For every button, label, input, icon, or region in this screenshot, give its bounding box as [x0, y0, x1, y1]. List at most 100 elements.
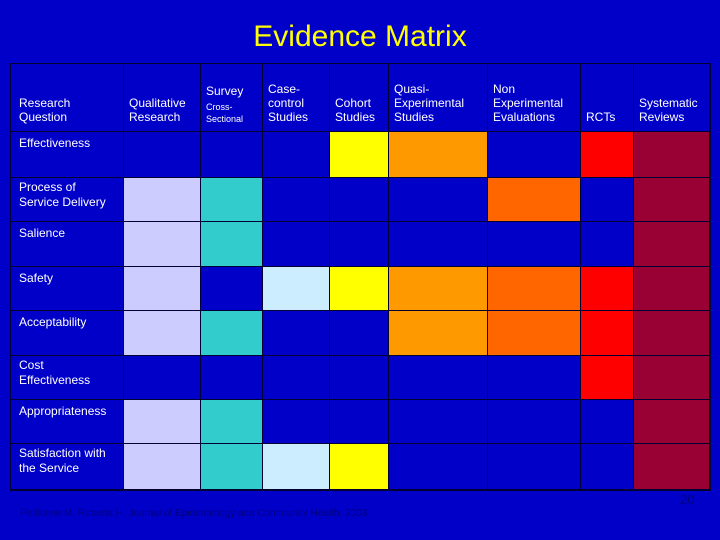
matrix-cell-cohort	[330, 222, 389, 267]
matrix-cell-case_control	[263, 222, 330, 267]
matrix-cell-rcts	[581, 178, 634, 222]
matrix-cell-survey	[201, 267, 263, 311]
row-label: Satisfaction with the Service	[19, 446, 106, 475]
header-rcts: RCTs	[581, 64, 634, 132]
row-label: Cost Effectiveness	[19, 358, 91, 387]
matrix-row: Satisfaction with the Service	[11, 444, 710, 490]
matrix-cell-systematic	[634, 178, 710, 222]
header-research-question-label: Research Question	[19, 96, 71, 124]
matrix-cell-systematic	[634, 356, 710, 400]
matrix-cell-systematic	[634, 132, 710, 178]
matrix-cell-qualitative	[124, 267, 201, 311]
row-label: Salience	[19, 226, 66, 240]
matrix-cell-case_control	[263, 444, 330, 490]
header-cohort: Cohort Studies	[330, 64, 389, 132]
matrix-cell-survey	[201, 178, 263, 222]
matrix-cell-qualitative	[124, 178, 201, 222]
matrix-cell-survey	[201, 222, 263, 267]
matrix-cell-qualitative	[124, 444, 201, 490]
matrix-cell-quasi	[389, 178, 488, 222]
citation: Petticrew M, Roberts H. Journal of Epide…	[20, 508, 368, 519]
header-systematic: Systematic Reviews	[634, 64, 710, 132]
matrix-body: Effectiveness Process of Service Delivery…	[11, 132, 710, 490]
matrix-cell-rcts	[581, 444, 634, 490]
matrix-cell-cohort	[330, 178, 389, 222]
header-qualitative-label: Qualitative Research	[129, 96, 186, 124]
header-non-experimental: Non Experimental Evaluations	[488, 64, 581, 132]
matrix-cell-rcts	[581, 311, 634, 356]
matrix-cell-quasi	[389, 132, 488, 178]
matrix-cell-case_control	[263, 267, 330, 311]
matrix-row: Cost Effectiveness	[11, 356, 710, 400]
matrix-row: Acceptability	[11, 311, 710, 356]
matrix-cell-survey	[201, 132, 263, 178]
row-label: Safety	[19, 271, 54, 285]
matrix-cell-case_control	[263, 356, 330, 400]
matrix-cell-non_experimental	[488, 267, 581, 311]
matrix-row: Salience	[11, 222, 710, 267]
row-label: Process of Service Delivery	[19, 180, 106, 209]
matrix-cell-case_control	[263, 400, 330, 444]
row-label-cell: Effectiveness	[11, 132, 124, 178]
evidence-matrix: Research Question Qualitative Research S…	[10, 63, 711, 491]
matrix-cell-survey	[201, 311, 263, 356]
matrix-cell-cohort	[330, 444, 389, 490]
matrix-row: Effectiveness	[11, 132, 710, 178]
matrix-cell-qualitative	[124, 222, 201, 267]
matrix-cell-quasi	[389, 444, 488, 490]
header-cohort-label: Cohort Studies	[335, 96, 376, 124]
matrix-cell-case_control	[263, 178, 330, 222]
matrix-row: Appropriateness	[11, 400, 710, 444]
matrix-cell-qualitative	[124, 400, 201, 444]
header-non-experimental-label: Non Experimental Evaluations	[493, 82, 564, 124]
header-quasi-label: Quasi-Experimental Studies	[394, 82, 465, 124]
matrix-cell-rcts	[581, 132, 634, 178]
matrix-cell-case_control	[263, 311, 330, 356]
header-case-control-label: Case-control Studies	[268, 82, 309, 124]
row-label-cell: Salience	[11, 222, 124, 267]
matrix-cell-quasi	[389, 311, 488, 356]
row-label-cell: Process of Service Delivery	[11, 178, 124, 222]
header-survey-sublabel: Cross-Sectional	[206, 102, 244, 124]
matrix-cell-systematic	[634, 267, 710, 311]
matrix-cell-non_experimental	[488, 178, 581, 222]
matrix-cell-case_control	[263, 132, 330, 178]
matrix-cell-survey	[201, 444, 263, 490]
matrix-cell-qualitative	[124, 132, 201, 178]
row-label-cell: Safety	[11, 267, 124, 311]
matrix-cell-non_experimental	[488, 132, 581, 178]
header-quasi: Quasi-Experimental Studies	[389, 64, 488, 132]
row-label-cell: Satisfaction with the Service	[11, 444, 124, 490]
matrix-row: Safety	[11, 267, 710, 311]
matrix-cell-rcts	[581, 267, 634, 311]
matrix-cell-cohort	[330, 356, 389, 400]
header-survey: Survey Cross-Sectional	[201, 64, 263, 132]
matrix-cell-quasi	[389, 356, 488, 400]
row-label: Effectiveness	[19, 136, 91, 150]
matrix-cell-non_experimental	[488, 444, 581, 490]
row-label-cell: Acceptability	[11, 311, 124, 356]
page-number: 20	[680, 492, 695, 507]
matrix-cell-systematic	[634, 222, 710, 267]
matrix-cell-non_experimental	[488, 222, 581, 267]
row-label: Appropriateness	[19, 404, 107, 418]
matrix-cell-quasi	[389, 267, 488, 311]
matrix-cell-non_experimental	[488, 311, 581, 356]
matrix-cell-systematic	[634, 444, 710, 490]
header-case-control: Case-control Studies	[263, 64, 330, 132]
matrix-row: Process of Service Delivery	[11, 178, 710, 222]
header-qualitative: Qualitative Research	[124, 64, 201, 132]
matrix-cell-cohort	[330, 311, 389, 356]
matrix-cell-quasi	[389, 400, 488, 444]
matrix-cell-survey	[201, 356, 263, 400]
row-label-cell: Appropriateness	[11, 400, 124, 444]
matrix-cell-qualitative	[124, 356, 201, 400]
matrix-cell-rcts	[581, 400, 634, 444]
header-rcts-label: RCTs	[586, 110, 616, 124]
matrix-cell-cohort	[330, 400, 389, 444]
slide-title: Evidence Matrix	[253, 20, 467, 53]
matrix-cell-rcts	[581, 356, 634, 400]
matrix-header-row: Research Question Qualitative Research S…	[11, 64, 710, 132]
matrix-cell-systematic	[634, 311, 710, 356]
matrix-cell-cohort	[330, 132, 389, 178]
